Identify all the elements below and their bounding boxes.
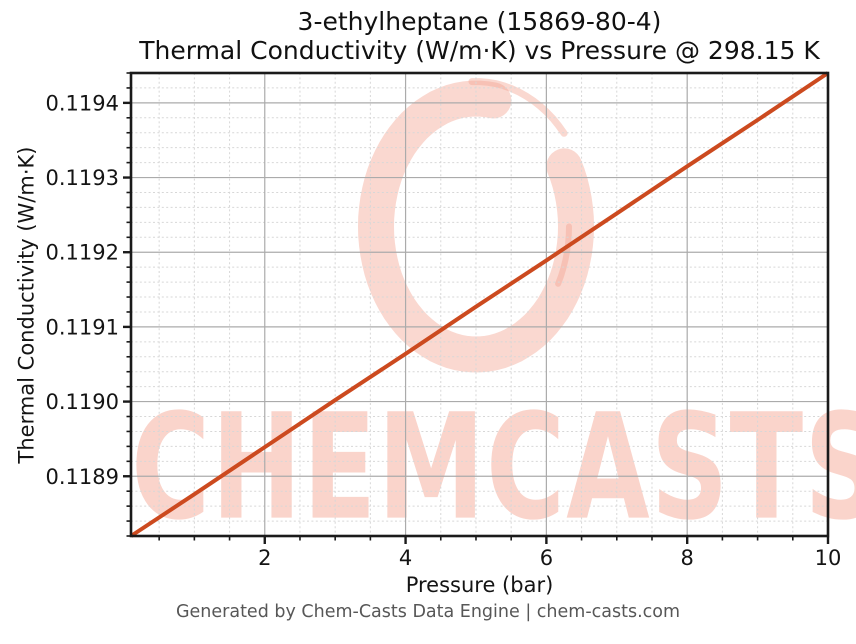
x-axis-label: Pressure (bar) bbox=[405, 573, 554, 597]
chart-title: 3-ethylheptane (15869-80-4) Thermal Cond… bbox=[131, 7, 828, 65]
y-tick-label: 0.1190 bbox=[46, 390, 119, 414]
y-axis-label: Thermal Conductivity (W/m·K) bbox=[14, 146, 38, 463]
footer-credit: Generated by Chem-Casts Data Engine | ch… bbox=[175, 602, 681, 622]
watermark-text: CHEMCASTS bbox=[131, 383, 856, 553]
y-tick-label: 0.1192 bbox=[46, 241, 119, 265]
watermark-ring-flick-icon bbox=[468, 78, 568, 137]
y-tick-label: 0.1191 bbox=[46, 315, 119, 339]
chart-title-line2: Thermal Conductivity (W/m·K) vs Pressure… bbox=[139, 36, 820, 65]
y-tick-label: 0.1193 bbox=[46, 166, 119, 190]
y-tick-label: 0.1194 bbox=[46, 91, 119, 115]
watermark-ring-icon bbox=[357, 80, 595, 373]
chart-title-line1: 3-ethylheptane (15869-80-4) bbox=[297, 7, 662, 36]
watermark-ring-flick-icon bbox=[555, 223, 572, 287]
y-tick-label: 0.1189 bbox=[46, 465, 119, 489]
